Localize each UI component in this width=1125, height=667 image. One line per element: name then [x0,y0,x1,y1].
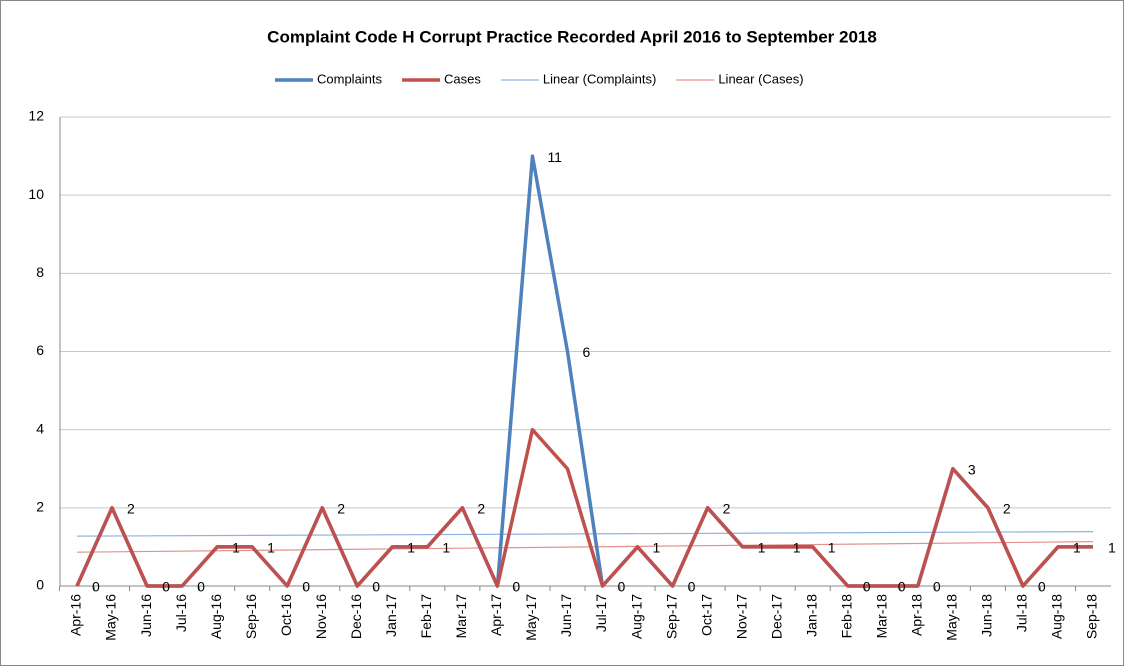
x-tick-label: Nov-16 [313,594,329,639]
data-label: 2 [127,501,135,517]
data-label: 1 [653,540,661,556]
data-label: 2 [337,501,345,517]
legend: Complaints Cases Linear (Complaints) Linear… [275,71,804,86]
x-tick-label: Jul-18 [1014,594,1030,632]
x-tick-label: Aug-16 [208,594,224,639]
x-tick-label: Nov-17 [733,594,749,639]
y-tick-label: 2 [36,499,44,515]
x-tick-label: May-18 [944,594,960,641]
x-tick-label: Sep-17 [663,594,679,639]
x-tick-label: Sep-16 [243,594,259,639]
data-label: 0 [1038,579,1046,595]
x-tick-label: Oct-16 [278,594,294,636]
x-tick-label: Jun-16 [138,594,154,637]
x-tick-label: Oct-17 [698,594,714,636]
data-label: 2 [1003,501,1011,517]
chart-title: Complaint Code H Corrupt Practice Record… [267,27,877,46]
y-tick-label: 6 [36,342,44,358]
data-label: 1 [1108,540,1116,556]
x-tick-label: Jan-17 [383,594,399,637]
data-label: 1 [232,540,240,556]
x-tick-label: Apr-16 [68,594,84,636]
x-tick-label: Jan-18 [803,594,819,637]
data-label: 1 [1073,540,1081,556]
data-label: 0 [372,579,380,595]
data-label: 2 [477,501,485,517]
trendline [76,531,1094,537]
data-label: 0 [618,579,626,595]
x-tick-label: Jun-18 [979,594,995,637]
data-label: 0 [162,579,170,595]
data-label: 0 [512,579,520,595]
data-label: 0 [302,579,310,595]
x-tick-label: Jul-16 [173,594,189,632]
x-tick-label: Jul-17 [593,594,609,632]
y-tick-label: 4 [36,420,44,436]
data-label: 0 [898,579,906,595]
data-label: 0 [92,579,100,595]
data-label: 1 [267,540,275,556]
x-tick-label: Apr-17 [488,594,504,636]
x-tick-label: Mar-17 [453,594,469,639]
data-label: 1 [407,540,415,556]
data-label: 3 [968,461,976,477]
data-label: 1 [828,540,836,556]
data-label: 2 [723,501,731,517]
x-tick-label: Dec-17 [768,594,784,639]
trendline [76,541,1094,553]
legend-label: Cases [444,71,481,86]
x-tick-label: May-16 [103,594,119,641]
data-label: 0 [197,579,205,595]
x-tick-label: Jun-17 [558,594,574,637]
x-tick-label: Dec-16 [348,594,364,639]
y-tick-label: 10 [28,186,44,202]
data-label: 0 [933,579,941,595]
x-tick-label: Feb-18 [838,594,854,639]
data-label: 6 [582,344,590,360]
data-label: 0 [688,579,696,595]
data-label: 1 [442,540,450,556]
y-tick-label: 0 [36,577,44,593]
x-tick-label: Sep-18 [1084,594,1100,639]
x-tick-label: Mar-18 [873,594,889,639]
data-label: 1 [758,540,766,556]
data-label: 11 [547,149,562,165]
y-tick-label: 12 [28,108,44,124]
legend-label: Complaints [317,71,383,86]
x-tick-label: Aug-18 [1049,594,1065,639]
legend-label: Linear (Complaints) [543,71,656,86]
series-line [75,427,1093,588]
data-label: 0 [863,579,871,595]
x-tick-label: May-17 [523,594,539,641]
legend-label: Linear (Cases) [718,71,803,86]
x-tick-label: Aug-17 [628,594,644,639]
y-tick-label: 8 [36,264,44,280]
data-label: 1 [793,540,801,556]
x-tick-label: Feb-17 [418,594,434,639]
x-tick-label: Apr-18 [909,594,925,636]
